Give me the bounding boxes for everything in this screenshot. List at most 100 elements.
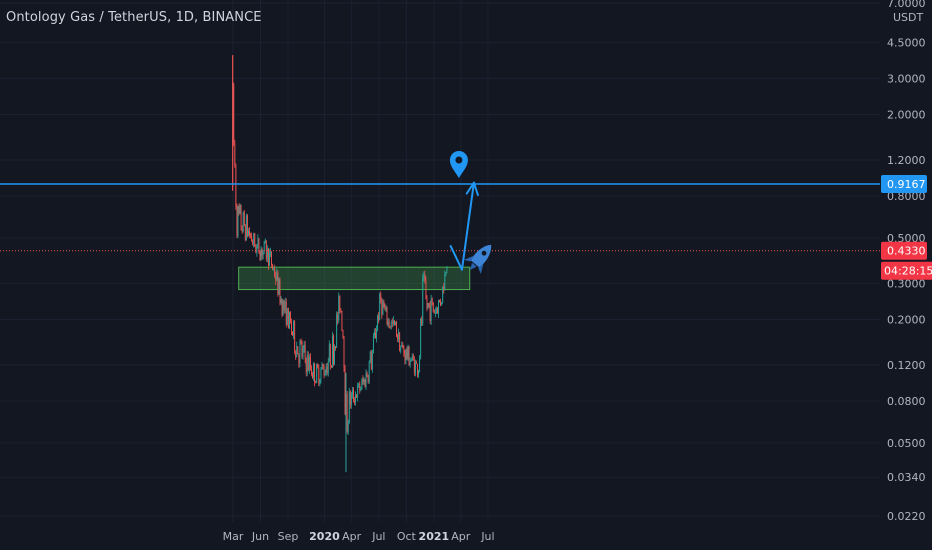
- candle-body: [343, 335, 345, 369]
- candle-body: [311, 368, 312, 375]
- candles: [232, 55, 448, 473]
- candle-body: [283, 300, 285, 311]
- candle-body: [381, 300, 383, 315]
- current-price-label: 0.4330: [887, 245, 926, 258]
- candle-body: [272, 264, 274, 269]
- candle-body: [302, 348, 304, 357]
- candle-body: [398, 332, 400, 339]
- candle-body: [403, 348, 405, 354]
- candle-body: [262, 250, 264, 256]
- candle-body: [327, 361, 329, 373]
- candle-body: [339, 295, 341, 311]
- candle-body: [349, 391, 351, 405]
- candle-body: [248, 230, 249, 236]
- candle-body: [437, 308, 438, 314]
- candle-body: [396, 321, 397, 337]
- candle-body: [336, 314, 338, 348]
- rocket-icon: [464, 244, 492, 275]
- candle-body: [407, 346, 409, 359]
- candle-body: [426, 298, 428, 308]
- candle-body: [404, 353, 406, 361]
- candle-body: [344, 368, 346, 414]
- candle-body: [365, 373, 367, 388]
- candle-body: [259, 252, 261, 260]
- candle-body: [301, 342, 303, 357]
- candle-body: [265, 240, 267, 260]
- candle-body: [367, 376, 369, 382]
- price-tick-label: 0.8000: [887, 190, 926, 203]
- candle-body: [423, 274, 425, 278]
- candle-body: [305, 359, 307, 373]
- candle-body: [267, 248, 269, 266]
- candle-body: [304, 345, 306, 360]
- candle-body: [238, 206, 240, 213]
- candle-body: [240, 205, 242, 230]
- candle-body: [312, 374, 313, 378]
- candle-body: [244, 225, 246, 240]
- candle-body: [402, 345, 404, 349]
- candle-body: [408, 346, 410, 366]
- candle-body: [324, 373, 326, 376]
- candle-body: [326, 366, 328, 373]
- candle-body: [338, 295, 340, 321]
- candle-body: [443, 286, 445, 291]
- candle-body: [440, 300, 442, 305]
- candle-body: [427, 303, 429, 308]
- candle-body: [280, 299, 282, 304]
- resistance-price-label: 0.9167: [887, 178, 926, 191]
- candle-body: [429, 305, 431, 321]
- candle-body: [300, 341, 302, 343]
- candle-body: [380, 293, 382, 301]
- candle-body: [382, 301, 384, 315]
- candle-body: [245, 215, 247, 240]
- candle-body: [321, 364, 323, 370]
- candle-body: [372, 335, 374, 353]
- candle-body: [239, 205, 241, 213]
- candle-body: [273, 267, 275, 269]
- candle-body: [351, 390, 353, 395]
- price-axis-ticks: 7.0000 4.5000 3.0000 2.0000 1.2000 0.8000 0.50…: [887, 0, 926, 523]
- candle-body: [251, 235, 253, 241]
- candle-body: [414, 362, 416, 373]
- candle-body: [358, 383, 360, 386]
- candle-body: [410, 360, 412, 362]
- candle-body: [341, 310, 343, 331]
- projection-path[interactable]: [449, 182, 475, 271]
- candle-body: [263, 240, 265, 251]
- candle-body: [438, 300, 439, 314]
- support-zone[interactable]: [238, 266, 471, 291]
- candle-body: [315, 382, 317, 384]
- candle-body: [256, 244, 258, 253]
- candle-body: [357, 385, 359, 398]
- candle-body: [286, 308, 288, 325]
- candle-body: [291, 321, 292, 332]
- candle-body: [390, 322, 392, 328]
- candle-body: [337, 314, 339, 321]
- candle-body: [253, 233, 255, 244]
- price-tick-label: 1.2000: [887, 154, 926, 167]
- time-axis-panel[interactable]: [0, 522, 880, 550]
- candle-body: [445, 273, 447, 275]
- price-tick-label: 0.5000: [887, 232, 926, 245]
- candle-body: [364, 379, 366, 388]
- price-tick-label: 0.0500: [887, 437, 926, 450]
- time-tick-label: Jul: [371, 530, 385, 543]
- candle-body: [233, 82, 235, 143]
- candle-body: [393, 320, 395, 325]
- candle-body: [277, 272, 279, 295]
- candle-body: [308, 357, 310, 371]
- candle-body: [329, 344, 331, 366]
- candle-body: [355, 394, 357, 403]
- candle-body: [332, 336, 333, 367]
- candle-body: [425, 280, 427, 299]
- candle-body: [419, 358, 421, 372]
- candle-body: [442, 286, 444, 303]
- candle-body: [297, 346, 299, 355]
- candle-body: [420, 318, 422, 359]
- candle-body: [401, 345, 403, 347]
- candle-body: [306, 355, 308, 373]
- candle-body: [293, 320, 295, 336]
- candle-body: [254, 233, 256, 247]
- candle-body: [243, 211, 245, 226]
